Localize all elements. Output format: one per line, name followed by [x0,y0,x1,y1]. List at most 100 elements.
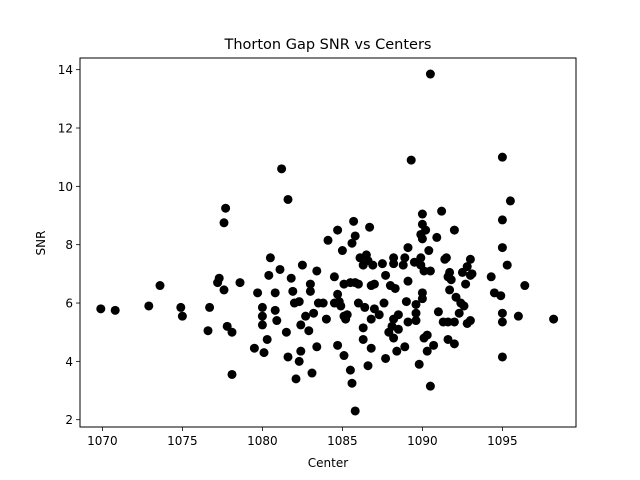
data-point [368,260,378,270]
data-point [421,225,431,235]
data-point [286,273,296,283]
data-point [329,272,339,282]
data-point [366,314,376,324]
y-tick-label: 2 [65,413,73,427]
data-point [277,164,287,174]
y-tick-label: 10 [58,180,73,194]
data-point [445,267,455,277]
data-point [459,301,469,311]
data-point [379,298,389,308]
data-point [257,302,267,312]
data-point [417,294,427,304]
data-point [257,320,267,330]
data-point [336,301,346,311]
data-point [342,310,352,320]
y-tick-label: 6 [65,297,73,311]
data-point [257,311,267,321]
data-point [462,262,472,272]
data-point [345,365,355,375]
data-point [437,206,447,216]
data-point [389,333,399,343]
data-point [505,196,515,206]
data-point [411,299,421,309]
x-ticks: 1070 1075 1080 1085 1090 1095 [87,427,518,448]
data-point [497,308,507,318]
data-point [445,285,455,295]
data-point [497,215,507,225]
data-point [323,235,333,245]
x-tick-label: 1070 [87,434,118,448]
data-point [461,279,471,289]
data-point [393,324,403,334]
plot-frame [79,57,577,428]
data-point [417,209,427,219]
data-point [502,260,512,270]
data-point [110,305,120,315]
data-point [369,279,379,289]
data-point [347,378,357,388]
data-point [549,314,559,324]
data-point [406,155,416,165]
data-point [425,69,435,79]
data-point [309,308,319,318]
data-point [403,317,413,327]
data-point [449,339,459,349]
data-point [262,334,272,344]
data-point [294,297,304,307]
data-point [424,246,434,256]
data-point [389,253,399,263]
data-point [312,266,322,276]
data-point [377,259,387,269]
data-point [333,225,343,235]
data-point [446,275,456,285]
data-point [467,269,477,279]
data-point [401,297,411,307]
data-point [417,234,427,244]
data-point [347,238,357,248]
data-point [275,264,285,274]
data-point [144,301,154,311]
x-tick-label: 1075 [167,434,198,448]
data-point [283,352,293,362]
data-point [414,359,424,369]
data-point [486,272,496,282]
data-point [296,346,306,356]
data-point [403,243,413,253]
x-tick-label: 1085 [327,434,358,448]
data-point [307,368,317,378]
data-point [425,266,435,276]
data-point [390,283,400,293]
data-point [350,406,360,416]
data-point [366,343,376,353]
x-axis-label: Center [308,456,348,470]
data-point [288,286,298,296]
data-point [96,304,106,314]
y-axis-label: SNR [34,231,48,256]
data-point [443,334,453,344]
data-point [312,342,322,352]
y-tick-label: 12 [58,122,73,136]
data-point [265,253,275,263]
data-point [411,308,421,318]
data-point [422,346,432,356]
data-point [253,288,263,298]
data-point [400,342,410,352]
data-point [422,330,432,340]
data-point [513,311,523,321]
data-point [297,260,307,270]
data-point [176,302,186,312]
y-ticks: 2 4 6 8 10 12 14 [58,63,80,427]
data-point [441,253,451,263]
data-point [270,305,280,315]
data-point [350,231,360,241]
data-point [227,369,237,379]
data-point [398,260,408,270]
data-point [333,340,343,350]
data-point [318,298,328,308]
data-point [321,314,331,324]
data-point [283,194,293,204]
data-point [400,253,410,263]
data-point [360,302,370,312]
data-point [429,340,439,350]
